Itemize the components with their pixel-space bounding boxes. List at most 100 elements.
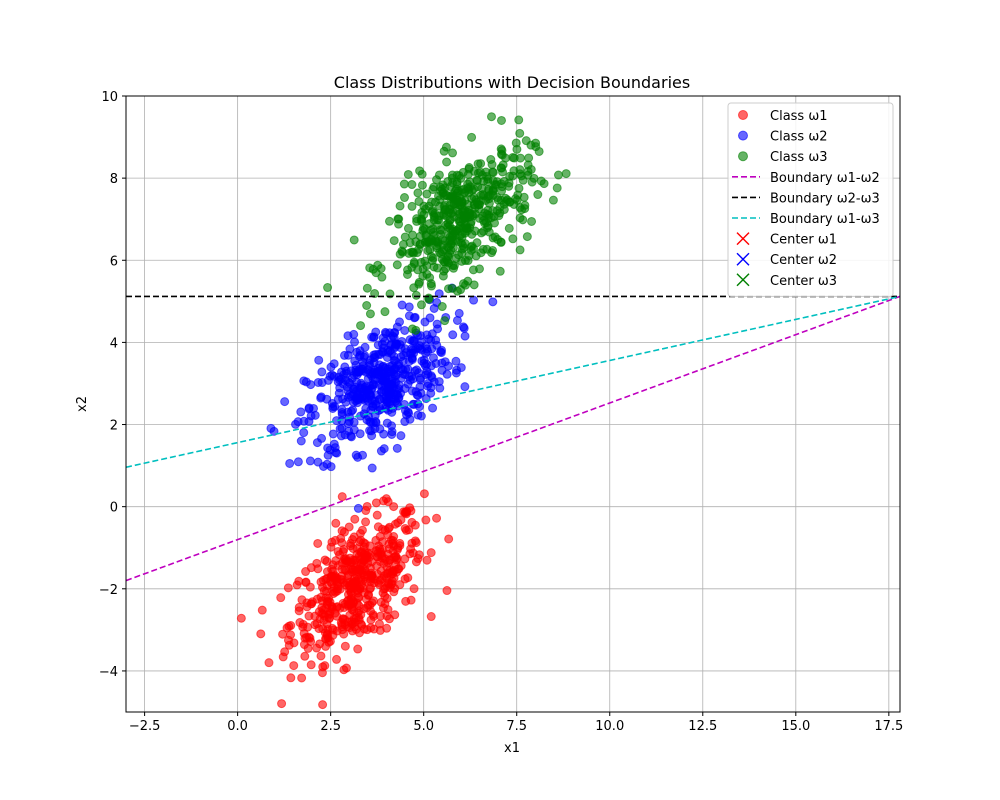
scatter-point <box>326 542 336 552</box>
scatter-point <box>411 290 421 300</box>
scatter-point <box>353 503 363 513</box>
scatter-point <box>329 359 339 369</box>
scatter-point <box>404 302 414 312</box>
scatter-point <box>520 200 530 210</box>
scatter-point <box>434 211 444 221</box>
scatter-point <box>421 231 431 241</box>
scatter-point <box>518 175 528 185</box>
scatter-point <box>344 522 354 532</box>
scatter-point <box>337 526 347 536</box>
scatter-point <box>432 340 442 350</box>
scatter-point <box>256 629 266 639</box>
scatter-point <box>320 661 330 671</box>
scatter-point <box>392 443 402 453</box>
scatter-point <box>331 556 341 566</box>
scatter-point <box>282 623 292 633</box>
scatter-point <box>396 388 406 398</box>
scatter-point <box>428 403 438 413</box>
scatter-point <box>448 224 458 234</box>
scatter-point <box>428 185 438 195</box>
scatter-point <box>300 651 310 661</box>
scatter-point <box>317 596 327 606</box>
scatter-point <box>280 397 290 407</box>
scatter-point <box>407 180 417 190</box>
scatter-point <box>390 356 400 366</box>
scatter-point <box>514 115 524 125</box>
scatter-point <box>426 612 436 622</box>
scatter-point <box>343 418 353 428</box>
scatter-point <box>443 251 453 261</box>
scatter-point <box>352 598 362 608</box>
scatter-point <box>357 525 367 535</box>
scatter-point <box>351 450 361 460</box>
scatter-point <box>529 173 539 183</box>
scatter-point <box>432 513 442 523</box>
scatter-point <box>404 525 414 535</box>
scatter-point <box>437 226 447 236</box>
scatter-point <box>382 397 392 407</box>
scatter-point <box>470 200 480 210</box>
scatter-point <box>496 144 506 154</box>
scatter-point <box>439 257 449 267</box>
scatter-point <box>436 348 446 358</box>
scatter-point <box>424 334 434 344</box>
scatter-point <box>321 603 331 613</box>
x-tick-label: 0.0 <box>227 719 248 734</box>
scatter-point <box>426 548 436 558</box>
scatter-point <box>378 347 388 357</box>
scatter-point <box>508 152 518 162</box>
scatter-point <box>426 281 436 291</box>
x-tick-label: 12.5 <box>688 719 717 734</box>
scatter-point <box>401 596 411 606</box>
scatter-point <box>418 271 428 281</box>
boundary-lines <box>126 295 900 582</box>
scatter-point <box>377 524 387 534</box>
scatter-point <box>373 578 383 588</box>
scatter-point <box>440 316 450 326</box>
scatter-point <box>523 166 533 176</box>
scatter-point <box>449 263 459 273</box>
scatter-point <box>437 302 447 312</box>
legend: Class ω1 Class ω2 Class ω3 Boundary ω1-ω2 Bo… <box>727 102 894 297</box>
scatter-point <box>372 546 382 556</box>
scatter-point <box>381 373 391 383</box>
scatter-point <box>460 382 470 392</box>
scatter-point <box>410 312 420 322</box>
scatter-point <box>469 295 479 305</box>
scatter-point <box>293 457 303 467</box>
scatter-point <box>448 148 458 158</box>
scatter-point <box>366 426 376 436</box>
y-tick-label: −4 <box>99 665 118 680</box>
scatter-point <box>297 673 307 683</box>
scatter-point <box>467 132 477 142</box>
scatter-point <box>406 544 416 554</box>
scatter-point <box>370 289 380 299</box>
scatter-point <box>360 342 370 352</box>
scatter-point <box>285 458 295 468</box>
scatter-point <box>350 337 360 347</box>
scatter-point <box>448 330 458 340</box>
scatter-point <box>367 395 377 405</box>
y-tick-label: 6 <box>110 254 118 269</box>
scatter-point <box>371 498 381 508</box>
scatter-point <box>412 216 422 226</box>
scatter-point <box>361 367 371 377</box>
scatter-point <box>423 246 433 256</box>
scatter-point <box>411 237 421 247</box>
scatter-point <box>432 319 442 329</box>
scatter-point <box>391 552 401 562</box>
scatter-point <box>322 394 332 404</box>
scatter-point <box>492 206 502 216</box>
scatter-point <box>343 350 353 360</box>
scatter-point <box>515 213 525 223</box>
scatter-point <box>373 260 383 270</box>
scatter-point <box>283 583 293 593</box>
scatter-point <box>331 518 341 528</box>
scatter-point <box>515 245 525 255</box>
scatter-point <box>453 237 463 247</box>
scatter-point <box>411 325 421 335</box>
scatter-point <box>299 428 309 438</box>
legend-label: Center ω2 <box>770 253 837 268</box>
plot-frame <box>125 95 901 713</box>
